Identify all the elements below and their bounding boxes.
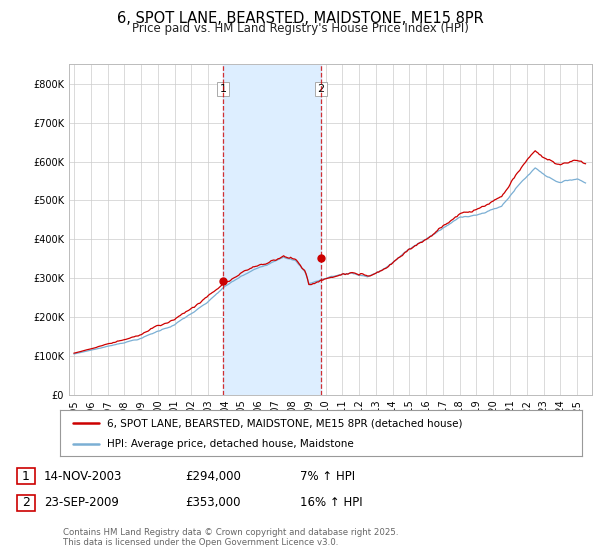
Text: 2: 2 (22, 496, 30, 509)
Text: £294,000: £294,000 (185, 469, 241, 483)
Text: 6, SPOT LANE, BEARSTED, MAIDSTONE, ME15 8PR (detached house): 6, SPOT LANE, BEARSTED, MAIDSTONE, ME15 … (107, 418, 463, 428)
Text: 6, SPOT LANE, BEARSTED, MAIDSTONE, ME15 8PR: 6, SPOT LANE, BEARSTED, MAIDSTONE, ME15 … (116, 11, 484, 26)
Text: 7% ↑ HPI: 7% ↑ HPI (300, 469, 355, 483)
FancyBboxPatch shape (17, 468, 35, 484)
Text: HPI: Average price, detached house, Maidstone: HPI: Average price, detached house, Maid… (107, 440, 354, 450)
Text: Price paid vs. HM Land Registry's House Price Index (HPI): Price paid vs. HM Land Registry's House … (131, 22, 469, 35)
Text: 1: 1 (22, 469, 30, 483)
Text: 2: 2 (317, 84, 325, 94)
Text: 16% ↑ HPI: 16% ↑ HPI (300, 496, 362, 509)
Text: 14-NOV-2003: 14-NOV-2003 (44, 469, 122, 483)
Text: Contains HM Land Registry data © Crown copyright and database right 2025.: Contains HM Land Registry data © Crown c… (63, 528, 398, 536)
FancyBboxPatch shape (17, 495, 35, 511)
Text: £353,000: £353,000 (185, 496, 241, 509)
Text: 23-SEP-2009: 23-SEP-2009 (44, 496, 119, 509)
Text: This data is licensed under the Open Government Licence v3.0.: This data is licensed under the Open Gov… (63, 538, 338, 547)
Bar (223, 64, 321, 395)
Text: 1: 1 (220, 84, 226, 94)
